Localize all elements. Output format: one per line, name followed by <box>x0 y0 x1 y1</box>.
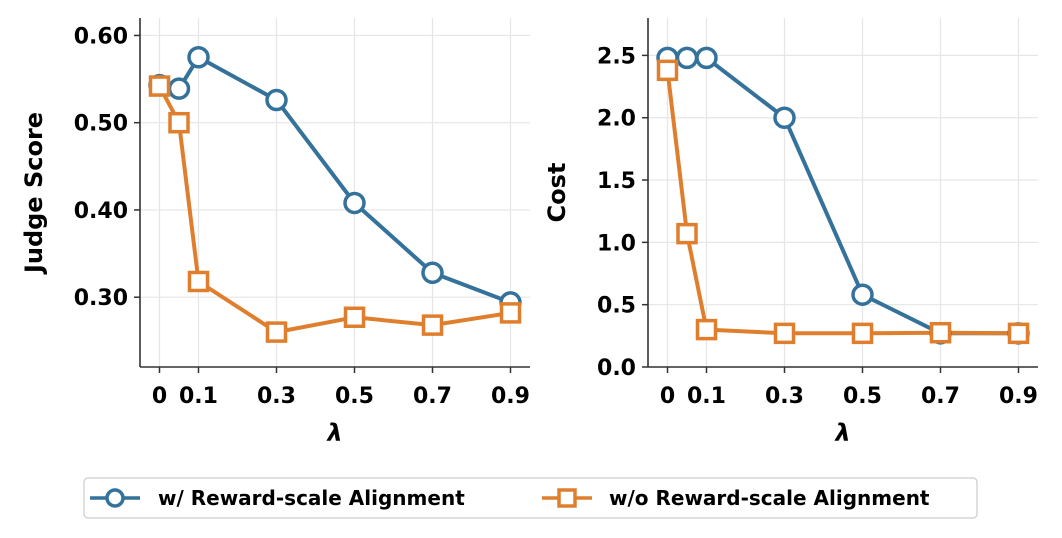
y-tick-label: 2.0 <box>597 107 636 132</box>
x-tick-label: 0.5 <box>335 384 374 409</box>
x-axis-label: λ <box>833 419 850 447</box>
x-tick-label: 0.1 <box>687 384 726 409</box>
x-tick-label: 0.3 <box>257 384 296 409</box>
y-tick-label: 0.5 <box>597 294 636 319</box>
x-axis-label: λ <box>325 419 342 447</box>
data-point-square <box>676 222 698 245</box>
data-point-circle <box>773 106 796 129</box>
data-point-square <box>343 306 366 329</box>
legend-frame <box>83 477 978 519</box>
legend-circle-icon <box>105 488 125 508</box>
legend-square-icon <box>557 488 577 508</box>
x-tick-label: 0.9 <box>999 384 1038 409</box>
data-point-circle <box>187 46 210 69</box>
data-point-square <box>773 322 796 345</box>
data-point-circle <box>695 46 718 70</box>
cost-chart: 0 0.1 0.3 0.5 0.7 0.9 0.0 0.5 1.0 1.5 2.0 2.5 λ Cost <box>543 18 1038 447</box>
legend-label-with-alignment: w/ Reward-scale Alignment <box>158 486 465 510</box>
data-point-square <box>187 270 210 293</box>
data-point-square <box>851 322 874 345</box>
y-tick-label: 0.50 <box>74 112 128 137</box>
data-point-square <box>421 314 444 336</box>
x-tick-label: 0 <box>660 384 675 409</box>
y-tick-label: 0.30 <box>74 286 128 311</box>
y-tick-label: 0.0 <box>597 356 636 381</box>
series-line-with-alignment <box>667 55 1019 336</box>
y-axis-label: Cost <box>543 163 571 223</box>
data-point-square <box>168 111 190 134</box>
y-tick-label: 1.0 <box>597 231 636 256</box>
data-point-square <box>265 321 288 343</box>
data-point-square <box>656 59 679 82</box>
y-tick-label: 1.5 <box>597 169 636 194</box>
x-tick-label: 0.7 <box>921 384 960 409</box>
y-axis-label: Judge Score <box>20 112 48 275</box>
data-point-circle <box>265 88 288 112</box>
y-tick-label: 0.40 <box>74 199 128 224</box>
data-point-square <box>929 321 952 344</box>
data-point-circle <box>421 261 444 285</box>
series-line-without-alignment <box>665 70 1019 336</box>
y-tick-label: 0.60 <box>74 24 128 49</box>
legend-entry-with-alignment: w/ Reward-scale Alignment <box>90 486 465 510</box>
x-tick-label: 0.7 <box>413 384 452 409</box>
data-point-circle <box>343 191 366 215</box>
legend: w/ Reward-scale Alignment w/o Reward-sca… <box>83 477 978 519</box>
data-point-square <box>1007 322 1030 345</box>
x-tick-label: 0.3 <box>765 384 804 409</box>
data-point-square <box>695 318 718 341</box>
legend-entry-without-alignment: w/o Reward-scale Alignment <box>542 486 930 510</box>
legend-label-without-alignment: w/o Reward-scale Alignment <box>609 486 930 510</box>
data-point-circle <box>851 283 874 306</box>
judge-score-chart: 0 0.1 0.3 0.5 0.7 0.9 0.30 0.40 0.50 0.60 λ Judge S… <box>20 18 530 447</box>
x-tick-label: 0.1 <box>179 384 218 409</box>
data-point-circle <box>167 77 191 100</box>
x-tick-label: 0.9 <box>491 384 530 409</box>
x-tick-label: 0.5 <box>843 384 882 409</box>
data-point-circle <box>675 46 699 70</box>
x-tick-label: 0 <box>152 384 167 409</box>
series-line-with-alignment <box>159 55 512 305</box>
data-point-square <box>499 302 522 324</box>
y-tick-label: 2.5 <box>597 44 636 69</box>
data-point-square <box>148 75 171 97</box>
